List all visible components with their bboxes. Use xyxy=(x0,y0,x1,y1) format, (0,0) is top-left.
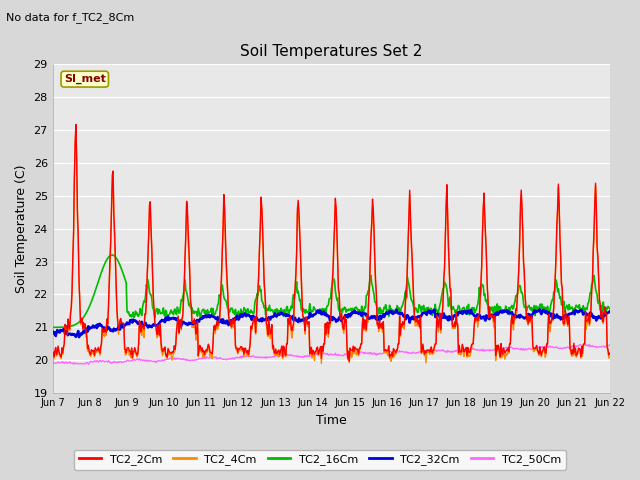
X-axis label: Time: Time xyxy=(316,414,346,427)
Title: Soil Temperatures Set 2: Soil Temperatures Set 2 xyxy=(240,44,422,59)
Y-axis label: Soil Temperature (C): Soil Temperature (C) xyxy=(15,165,28,293)
Text: No data for f_TC2_8Cm: No data for f_TC2_8Cm xyxy=(6,12,134,23)
Legend: TC2_2Cm, TC2_4Cm, TC2_16Cm, TC2_32Cm, TC2_50Cm: TC2_2Cm, TC2_4Cm, TC2_16Cm, TC2_32Cm, TC… xyxy=(74,450,566,469)
Text: SI_met: SI_met xyxy=(64,74,106,84)
